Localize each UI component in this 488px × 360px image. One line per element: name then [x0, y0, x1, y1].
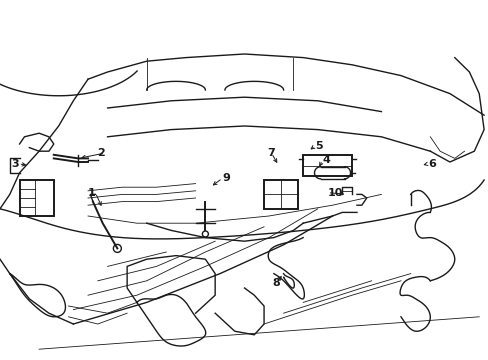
- Text: 5: 5: [315, 141, 323, 151]
- Bar: [264, 180, 298, 209]
- Bar: [20, 180, 54, 216]
- Text: 8: 8: [272, 278, 280, 288]
- Text: 1: 1: [87, 188, 95, 198]
- Text: 9: 9: [222, 173, 230, 183]
- Bar: [303, 155, 351, 176]
- Text: 10: 10: [327, 188, 342, 198]
- Text: 4: 4: [322, 155, 330, 165]
- Text: 7: 7: [267, 148, 275, 158]
- Text: 2: 2: [97, 148, 105, 158]
- Text: 3: 3: [11, 159, 19, 169]
- Text: 6: 6: [427, 159, 435, 169]
